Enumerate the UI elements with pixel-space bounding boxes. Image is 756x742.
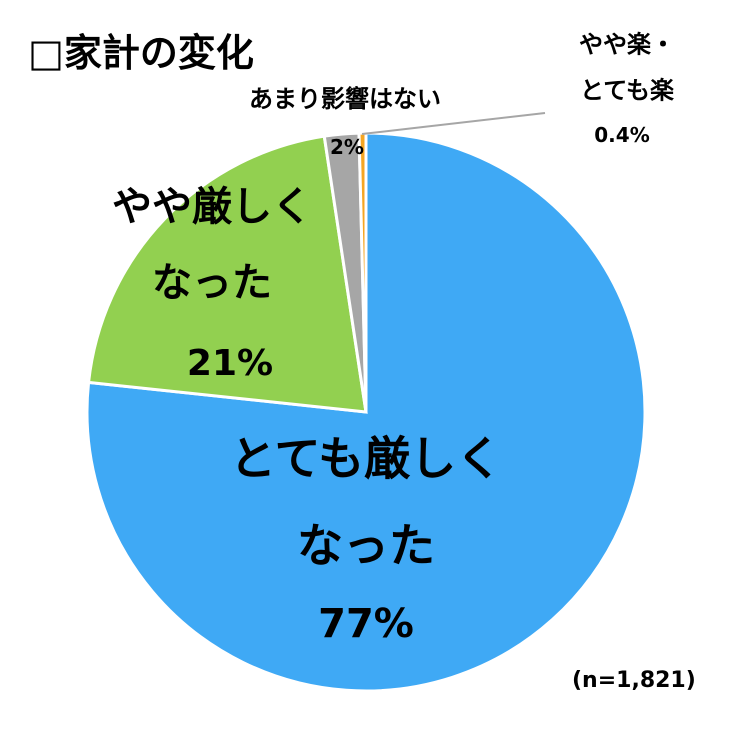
pie-slice bbox=[85, 131, 647, 693]
value-label: 77% bbox=[318, 601, 414, 647]
value-label: 21% bbox=[186, 342, 274, 384]
value-label: 0.4% bbox=[594, 123, 650, 147]
category-label: やや厳しく なった bbox=[112, 184, 312, 306]
category-label: とても厳しく なった bbox=[229, 431, 503, 573]
sample-note: (n=1,821) bbox=[572, 668, 696, 693]
category-label: あまり影響はない bbox=[249, 85, 441, 114]
leader-line bbox=[361, 112, 546, 135]
pie-slice bbox=[86, 134, 368, 414]
chart-title: □家計の変化 bbox=[28, 31, 254, 75]
category-label: やや楽・ とても楽 bbox=[579, 30, 675, 104]
value-label: 2% bbox=[330, 135, 364, 159]
